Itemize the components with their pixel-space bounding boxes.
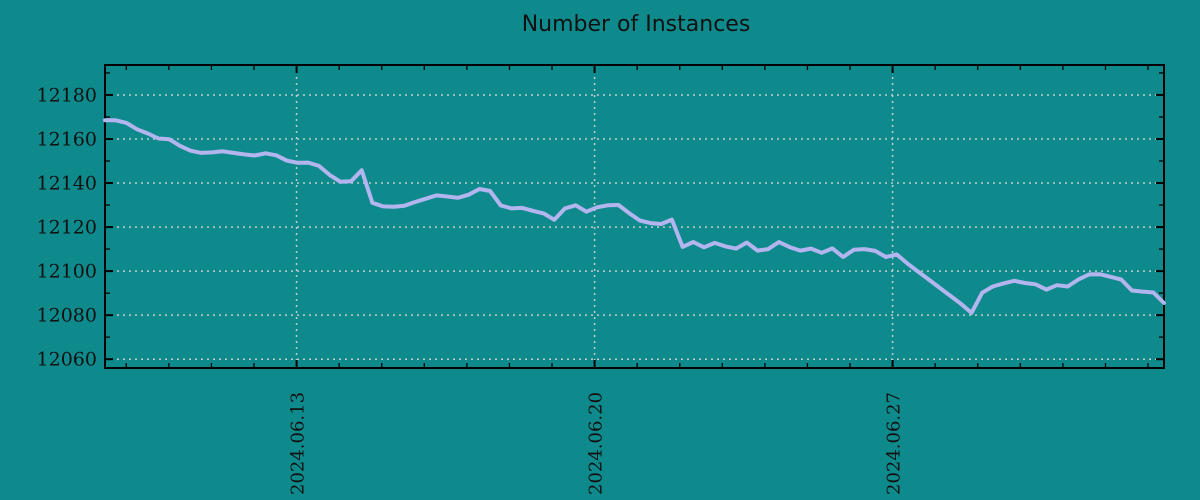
label-layer: 12180 12160 12140 12120 12100 12080 12060 2024.… xyxy=(37,84,905,495)
y-tick-label: 12080 xyxy=(37,305,97,327)
y-tick-label: 12060 xyxy=(37,349,97,371)
y-tick-label: 12120 xyxy=(37,217,97,239)
chart-title: Number of Instances xyxy=(522,12,751,37)
x-tick-label: 2024.06.20 xyxy=(586,392,607,495)
x-tick-label: 2024.06.27 xyxy=(884,392,905,495)
x-tick-label: 2024.06.13 xyxy=(288,392,309,495)
y-tick-label: 12140 xyxy=(37,173,97,195)
grid-layer xyxy=(105,65,1164,368)
y-tick-label: 12100 xyxy=(37,261,97,283)
y-tick-label: 12160 xyxy=(37,128,97,150)
y-tick-label: 12180 xyxy=(37,84,97,106)
data-line xyxy=(103,118,1166,315)
plot-border xyxy=(104,64,1165,369)
